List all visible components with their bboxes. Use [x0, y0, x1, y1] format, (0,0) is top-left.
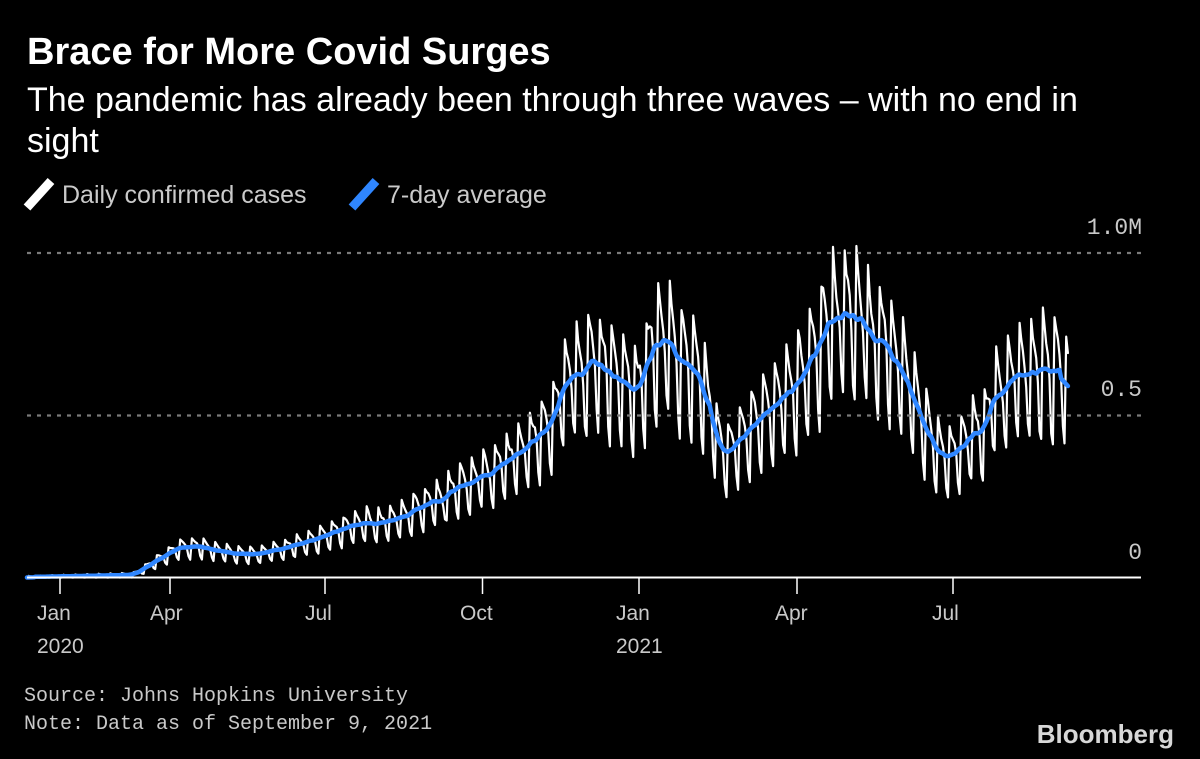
- svg-text:2020: 2020: [37, 635, 84, 658]
- svg-text:Jul: Jul: [305, 602, 332, 625]
- svg-text:1.0M: 1.0M: [1087, 215, 1142, 241]
- svg-text:0.5: 0.5: [1101, 377, 1142, 403]
- svg-text:Jan: Jan: [616, 602, 650, 625]
- svg-text:2021: 2021: [616, 635, 663, 658]
- svg-text:Jan: Jan: [37, 602, 71, 625]
- svg-text:Daily confirmed cases: Daily confirmed cases: [62, 181, 307, 209]
- svg-text:Jul: Jul: [932, 602, 959, 625]
- svg-text:0: 0: [1128, 540, 1142, 566]
- svg-text:Source: Johns Hopkins Universi: Source: Johns Hopkins University: [24, 685, 408, 708]
- svg-text:Apr: Apr: [150, 602, 183, 625]
- svg-text:7-day average: 7-day average: [387, 181, 547, 209]
- svg-text:Bloomberg: Bloomberg: [1037, 719, 1174, 749]
- svg-text:Note: Data as of September 9,: Note: Data as of September 9, 2021: [24, 713, 432, 736]
- svg-text:Oct: Oct: [460, 602, 493, 625]
- svg-text:Apr: Apr: [775, 602, 808, 625]
